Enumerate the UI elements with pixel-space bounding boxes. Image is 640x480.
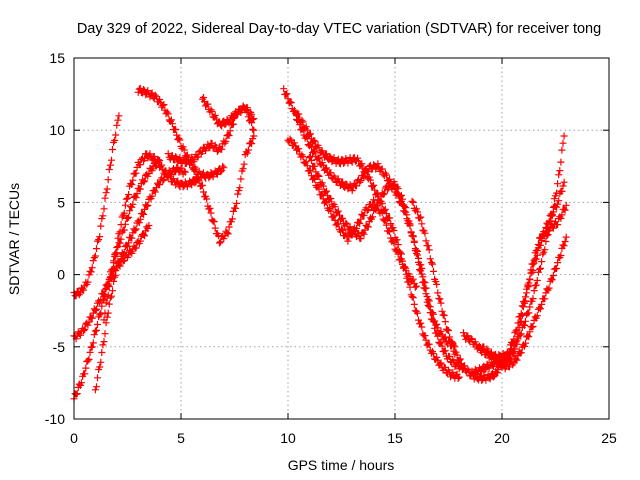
series-track-h	[190, 132, 258, 247]
series-track-m	[305, 152, 467, 373]
series-track-a	[70, 156, 164, 403]
x-tick-label: 5	[177, 430, 185, 446]
plus-markers	[190, 132, 258, 247]
y-tick-label: 0	[57, 267, 65, 283]
x-tick-label: 20	[494, 430, 510, 446]
plus-markers	[70, 156, 164, 403]
series-track-l	[293, 110, 463, 382]
grid-lines	[74, 58, 609, 419]
series-track-i	[164, 102, 258, 167]
y-axis-label: SDTVAR / TECUs	[6, 183, 22, 295]
axis-ticks: 0 5 10 15 20 25 -10 -5 0 5 10 15	[45, 50, 617, 446]
chart-title: Day 329 of 2022, Sidereal Day-to-day VTE…	[77, 21, 601, 37]
y-tick-label: 5	[57, 194, 65, 210]
x-tick-label: 0	[70, 430, 78, 446]
y-tick-label: 10	[49, 122, 65, 138]
plus-markers	[164, 102, 258, 167]
series-track-n	[408, 197, 502, 384]
data-points	[70, 84, 570, 403]
x-tick-label: 15	[387, 430, 403, 446]
x-tick-label: 10	[280, 430, 296, 446]
series-track-e	[100, 150, 202, 324]
plus-markers	[305, 152, 467, 373]
series-track-d	[91, 222, 153, 394]
plus-markers	[293, 110, 463, 382]
plot-frame	[73, 57, 610, 420]
plus-markers	[100, 150, 202, 324]
x-axis-label: GPS time / hours	[288, 457, 395, 473]
series-track-r	[494, 201, 570, 373]
plus-markers	[91, 222, 153, 394]
plus-markers	[494, 201, 570, 373]
plus-markers	[408, 197, 502, 384]
y-tick-label: 15	[49, 50, 65, 66]
series-track-o	[460, 132, 568, 363]
x-tick-label: 25	[601, 430, 617, 446]
y-tick-label: -10	[45, 411, 65, 427]
plus-markers	[460, 132, 568, 363]
y-tick-label: -5	[53, 339, 66, 355]
